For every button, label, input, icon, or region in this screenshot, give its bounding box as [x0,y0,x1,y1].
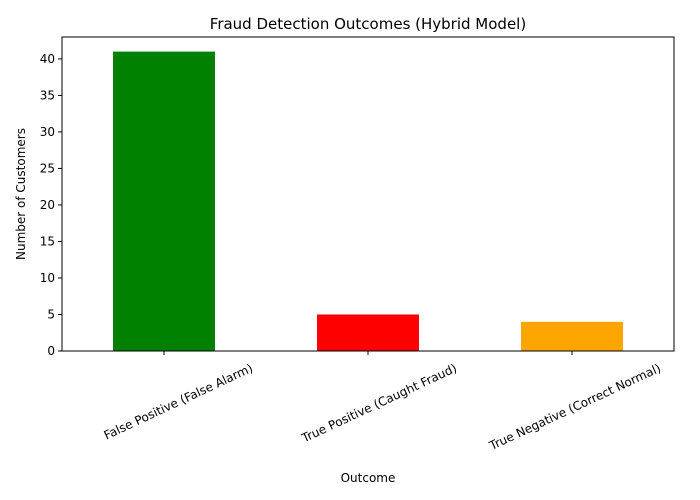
x-axis-ticks: False Positive (False Alarm) True Positiv… [102,351,663,453]
y-tick-label: 35 [40,88,55,102]
x-tick-label: True Positive (Caught Fraud) [299,361,459,446]
y-tick-label: 40 [40,52,55,66]
y-tick-label: 10 [40,271,55,285]
y-axis-ticks: 0 5 10 15 20 25 30 35 40 [40,52,62,358]
bars-group [113,51,623,351]
bar-1 [317,314,419,351]
x-axis-label: Outcome [341,471,396,485]
y-tick-label: 30 [40,125,55,139]
plot-frame [61,36,675,352]
x-tick-label: False Positive (False Alarm) [102,361,255,442]
x-tick-label: True Negative (Correct Normal) [486,361,663,453]
y-tick-label: 0 [47,344,55,358]
y-tick-label: 5 [47,307,55,321]
y-tick-label: 25 [40,161,55,175]
bar-2 [521,321,623,351]
y-tick-label: 20 [40,198,55,212]
chart-title: Fraud Detection Outcomes (Hybrid Model) [210,15,526,33]
bar-0 [113,51,215,351]
y-axis-label: Number of Customers [14,128,28,260]
y-tick-label: 15 [40,234,55,248]
